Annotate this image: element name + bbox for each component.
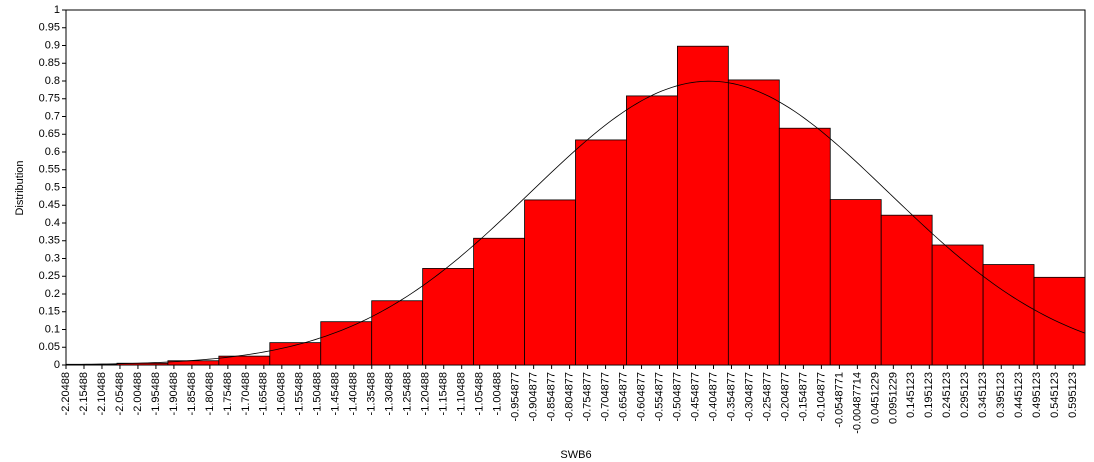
x-tick-label: 0.595123 bbox=[1067, 372, 1079, 418]
x-tick-label: -1.55488 bbox=[294, 372, 306, 415]
x-tick-label: -1.10488 bbox=[456, 372, 468, 415]
bar bbox=[829, 199, 882, 366]
x-axis-label: SWB6 bbox=[560, 449, 591, 461]
bar bbox=[320, 321, 373, 366]
x-tick-label: -0.254877 bbox=[761, 372, 773, 422]
x-tick-label: -0.404877 bbox=[707, 372, 719, 422]
x-tick-label: -1.45488 bbox=[330, 372, 342, 415]
x-tick-label: -1.85488 bbox=[186, 372, 198, 415]
bar bbox=[677, 45, 729, 366]
x-tick-label: -1.00488 bbox=[492, 372, 504, 415]
x-tick-label: -0.704877 bbox=[599, 372, 611, 422]
x-tick-label: -0.104877 bbox=[815, 372, 827, 422]
x-tick-label: 0.445123 bbox=[1013, 372, 1025, 418]
y-tick-label: 0.45 bbox=[39, 199, 60, 211]
x-tick-label: -0.0548771 bbox=[833, 372, 845, 428]
y-tick-label: 0.6 bbox=[45, 146, 60, 158]
x-tick-label: 0.495123 bbox=[1031, 372, 1043, 418]
x-tick-label: -0.754877 bbox=[581, 372, 593, 422]
x-tick-label: -1.90488 bbox=[168, 372, 180, 415]
x-tick-label: 0.295123 bbox=[959, 372, 971, 418]
bar bbox=[727, 79, 780, 366]
bar bbox=[524, 199, 576, 366]
bar bbox=[880, 214, 933, 366]
x-tick-label: -1.70488 bbox=[240, 372, 252, 415]
x-tick-label: -0.154877 bbox=[797, 372, 809, 422]
x-tick-label: -1.95488 bbox=[150, 372, 162, 415]
x-tick-label: -0.354877 bbox=[725, 372, 737, 422]
x-tick-label: 0.395123 bbox=[995, 372, 1007, 418]
x-tick-label: -0.00487714 bbox=[851, 372, 863, 434]
bar bbox=[931, 244, 984, 366]
x-tick-label: 0.195123 bbox=[923, 372, 935, 418]
bar bbox=[371, 300, 424, 366]
y-tick-label: 0.05 bbox=[39, 341, 60, 353]
y-tick-label: 0.35 bbox=[39, 235, 60, 247]
bar bbox=[473, 237, 525, 366]
y-tick-label: 0.5 bbox=[45, 181, 60, 193]
normal-curve bbox=[65, 80, 1086, 365]
x-tick-label: -1.25488 bbox=[402, 372, 414, 415]
y-tick-label: 0 bbox=[54, 359, 60, 371]
y-tick-label: 0.9 bbox=[45, 39, 60, 51]
y-tick-label: 0.15 bbox=[39, 306, 60, 318]
x-tick-label: 0.545123 bbox=[1049, 372, 1061, 418]
x-tick-label: -1.65488 bbox=[258, 372, 270, 415]
x-tick-label: -1.40488 bbox=[348, 372, 360, 415]
y-axis-label: Distribution bbox=[14, 160, 26, 215]
x-tick-label: -0.804877 bbox=[564, 372, 576, 422]
x-tick-label: -0.654877 bbox=[617, 372, 629, 422]
y-tick-label: 0.75 bbox=[39, 93, 60, 105]
y-tick-label: 0.7 bbox=[45, 110, 60, 122]
y-tick-label: 0.4 bbox=[45, 217, 60, 229]
bar bbox=[269, 342, 322, 366]
x-tick-label: 0.0451229 bbox=[869, 372, 881, 424]
x-tick-label: -0.504877 bbox=[671, 372, 683, 422]
x-tick-label: -0.854877 bbox=[546, 372, 558, 422]
x-tick-label: -2.00488 bbox=[132, 372, 144, 415]
bar bbox=[422, 268, 474, 366]
y-tick-label: 0.25 bbox=[39, 270, 60, 282]
x-tick-label: -2.15488 bbox=[78, 372, 90, 415]
x-tick-label: 0.145123 bbox=[905, 372, 917, 418]
x-tick-label: -1.30488 bbox=[384, 372, 396, 415]
x-tick-label: -1.35488 bbox=[366, 372, 378, 415]
x-tick-label: -0.304877 bbox=[743, 372, 755, 422]
y-tick-label: 0.55 bbox=[39, 164, 60, 176]
x-tick-label: -1.80488 bbox=[204, 372, 216, 415]
y-tick-label: 0.2 bbox=[45, 288, 60, 300]
x-tick-label: 0.245123 bbox=[941, 372, 953, 418]
x-tick-label: -0.204877 bbox=[779, 372, 791, 422]
y-tick-label: 0.1 bbox=[45, 323, 60, 335]
bar bbox=[778, 127, 831, 366]
x-tick-label: -0.904877 bbox=[528, 372, 540, 422]
x-tick-label: -0.554877 bbox=[653, 372, 665, 422]
x-tick-label: -1.05488 bbox=[474, 372, 486, 415]
x-tick-label: -1.15488 bbox=[438, 372, 450, 415]
y-tick-label: 0.65 bbox=[39, 128, 60, 140]
x-tick-label: 0.345123 bbox=[977, 372, 989, 418]
bar bbox=[626, 95, 678, 366]
x-tick-label: 0.0951229 bbox=[887, 372, 899, 424]
x-tick-label: -0.454877 bbox=[689, 372, 701, 422]
x-tick-label: -1.50488 bbox=[312, 372, 324, 415]
bar bbox=[1033, 276, 1086, 366]
x-tick-label: -2.20488 bbox=[60, 372, 72, 415]
x-tick-label: -1.75488 bbox=[222, 372, 234, 415]
x-tick-label: -1.20488 bbox=[420, 372, 432, 415]
x-tick-label: -2.05488 bbox=[114, 372, 126, 415]
y-tick-label: 1 bbox=[54, 4, 60, 16]
x-tick-label: -0.604877 bbox=[635, 372, 647, 422]
y-tick-label: 0.95 bbox=[39, 22, 60, 34]
x-tick-label: -2.10488 bbox=[96, 372, 108, 415]
x-tick-label: -1.60488 bbox=[276, 372, 288, 415]
y-tick-label: 0.8 bbox=[45, 75, 60, 87]
bar bbox=[982, 264, 1035, 366]
y-tick-label: 0.3 bbox=[45, 252, 60, 264]
y-tick-label: 0.85 bbox=[39, 57, 60, 69]
bar bbox=[575, 139, 627, 366]
x-tick-label: -0.954877 bbox=[510, 372, 522, 422]
